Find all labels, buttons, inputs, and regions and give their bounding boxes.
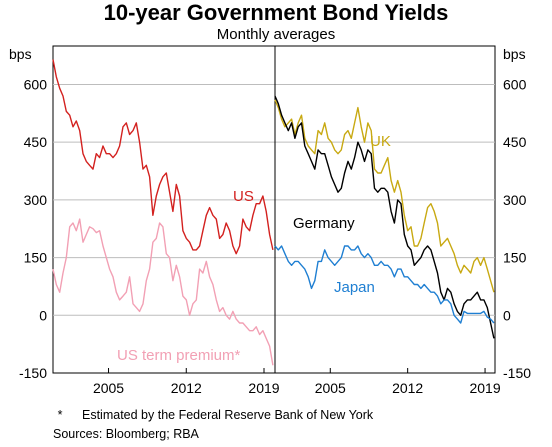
chart-subtitle: Monthly averages xyxy=(217,26,335,43)
series-label-germany: Germany xyxy=(293,215,355,232)
right-xtick-2012: 2012 xyxy=(392,380,423,396)
right-ytick-600: 600 xyxy=(503,76,527,92)
series-label-japan: Japan xyxy=(334,279,375,296)
left-ytick-300: 300 xyxy=(24,192,48,208)
right-ylabel: bps xyxy=(503,46,526,62)
left-xtick-2019: 2019 xyxy=(248,380,279,396)
plot-frame xyxy=(52,45,496,374)
right-xtick-2005: 2005 xyxy=(315,380,346,396)
series-line-japan xyxy=(274,245,495,324)
series-label-uk: UK xyxy=(370,133,391,150)
chart-title: 10-year Government Bond Yields xyxy=(104,0,449,25)
footnote-text: Estimated by the Federal Reserve Bank of… xyxy=(82,408,374,422)
left-ytick-600: 600 xyxy=(24,76,48,92)
series-line-us xyxy=(52,59,274,255)
right-ytick-0: 0 xyxy=(503,307,511,323)
sources-text: Sources: Bloomberg; RBA xyxy=(53,427,200,441)
series-label-us-term-premium: US term premium* xyxy=(117,347,241,364)
series-line-uk xyxy=(274,99,495,293)
left-xtick-2012: 2012 xyxy=(171,380,202,396)
axes: bps bps -150 -150 0 0 150 150 300 300 450 450 600 600… xyxy=(9,46,531,396)
right-ytick-150: 150 xyxy=(503,250,527,266)
left-ytick-150: -150 xyxy=(19,365,47,381)
right-ytick-150: -150 xyxy=(503,365,531,381)
right-ytick-450: 450 xyxy=(503,134,527,150)
left-ytick-150: 150 xyxy=(24,250,48,266)
left-ylabel: bps xyxy=(9,46,32,62)
series-labels: US US term premium* UK Germany Japan xyxy=(117,133,391,364)
series-label-us: US xyxy=(233,188,254,205)
footnote-marker: * xyxy=(58,408,63,422)
left-ytick-0: 0 xyxy=(39,307,47,323)
left-xtick-2005: 2005 xyxy=(93,380,124,396)
series-line-germany xyxy=(274,95,495,339)
right-xtick-2019: 2019 xyxy=(469,380,500,396)
right-ytick-300: 300 xyxy=(503,192,527,208)
left-ytick-450: 450 xyxy=(24,134,48,150)
series-lines xyxy=(52,59,495,366)
gridlines xyxy=(53,83,495,316)
series-line-us-term-premium xyxy=(52,218,274,366)
